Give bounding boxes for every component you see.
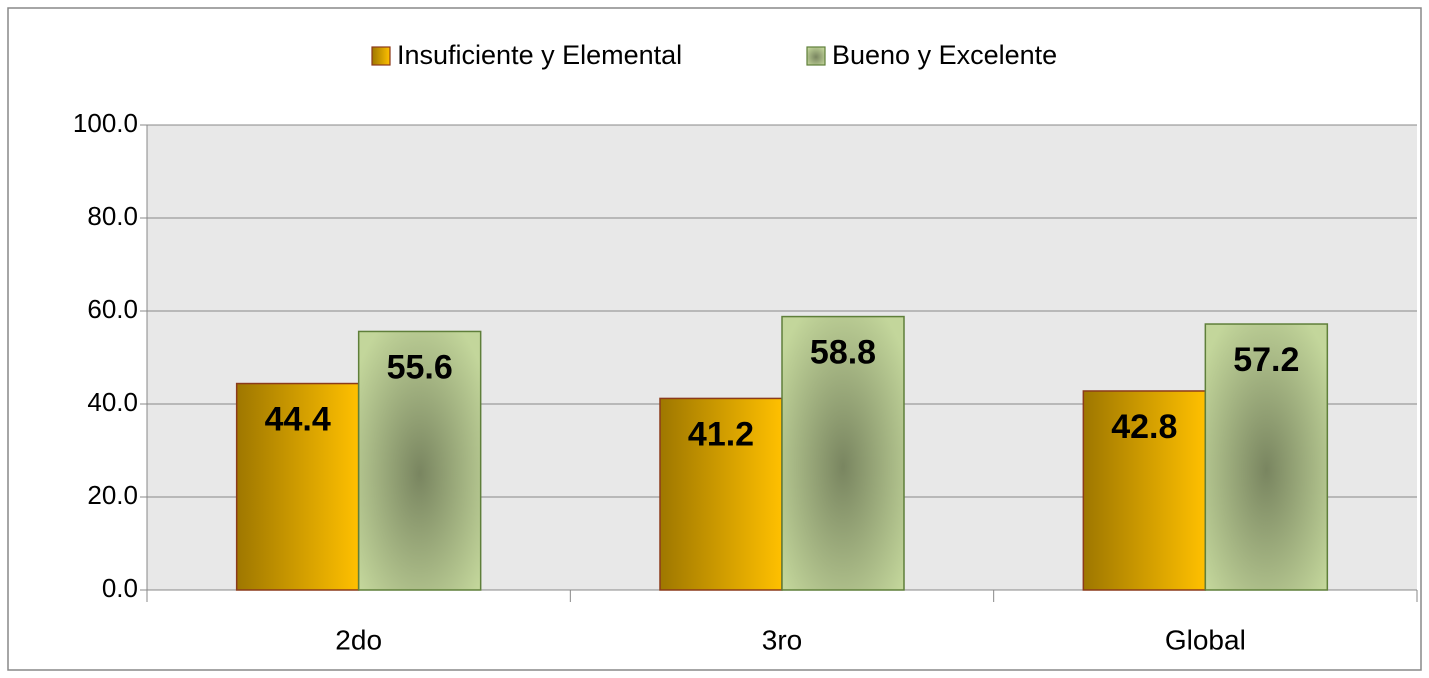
bar xyxy=(781,315,905,591)
y-tick-label: 80.0 xyxy=(87,201,138,231)
value-label: 55.6 xyxy=(387,348,453,386)
value-label: 58.8 xyxy=(810,334,876,372)
value-label: 41.2 xyxy=(688,415,754,453)
value-label: 42.8 xyxy=(1111,408,1177,446)
bar xyxy=(1082,390,1207,591)
bar xyxy=(659,397,783,591)
y-tick-label: 60.0 xyxy=(87,294,138,324)
legend-swatch xyxy=(806,46,826,66)
x-tick-label: 2do xyxy=(335,624,382,655)
y-tick-label: 20.0 xyxy=(87,480,138,510)
legend-label: Bueno y Excelente xyxy=(832,40,1057,70)
legend-label: Insuficiente y Elemental xyxy=(397,40,682,70)
y-tick-label: 40.0 xyxy=(87,387,138,417)
bar xyxy=(357,330,482,591)
y-tick-label: 0.0 xyxy=(102,573,138,603)
x-tick-label: Global xyxy=(1165,624,1246,655)
y-tick-label: 100.0 xyxy=(73,108,138,138)
value-label: 44.4 xyxy=(265,401,331,439)
bar xyxy=(1204,323,1329,591)
value-label: 57.2 xyxy=(1233,341,1299,379)
x-tick-label: 3ro xyxy=(762,624,802,655)
legend-swatch xyxy=(371,46,391,66)
